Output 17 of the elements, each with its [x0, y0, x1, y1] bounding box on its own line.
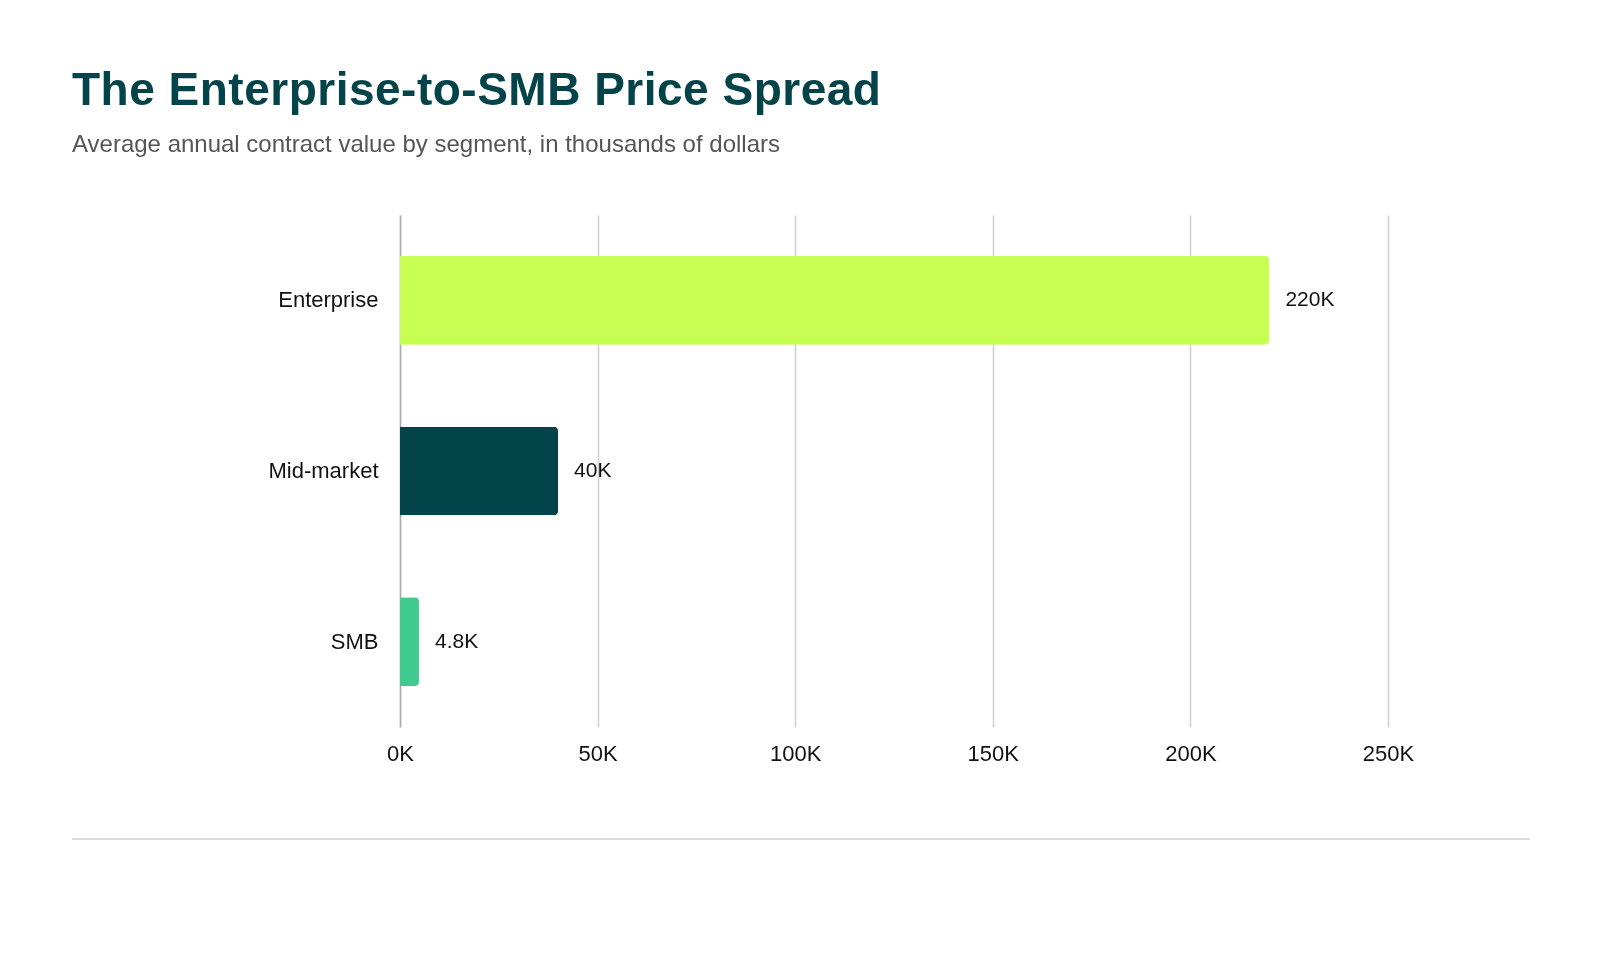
- x-tick-label: 0K: [387, 740, 415, 766]
- bar: [400, 597, 419, 687]
- x-tick-label: 200K: [1165, 740, 1217, 766]
- y-tick-label: SMB: [330, 628, 379, 654]
- x-tick-label: 150K: [967, 740, 1020, 766]
- chart-title: The Enterprise-to-SMB Price Spread: [72, 62, 882, 116]
- data-label: 4.8K: [434, 628, 479, 652]
- x-tick-label: 50K: [578, 740, 618, 766]
- bar: [400, 255, 1270, 345]
- bar: [400, 426, 559, 516]
- data-label: 40K: [574, 458, 612, 481]
- x-tick-label: 250K: [1362, 740, 1415, 766]
- chart-subtitle: Average annual contract value by segment, in thousands of dollars: [72, 130, 780, 158]
- data-label: 220K: [1285, 287, 1335, 311]
- y-tick-label: Mid-market: [268, 458, 379, 483]
- x-tick-label: 100K: [770, 740, 822, 766]
- y-tick-label: Enterprise: [278, 287, 379, 313]
